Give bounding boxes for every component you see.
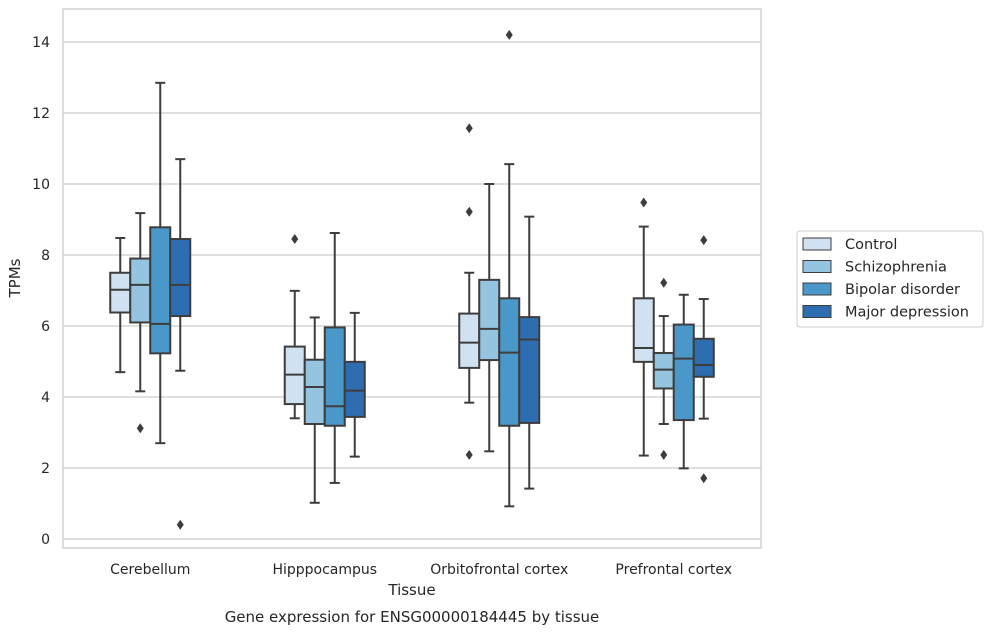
box-iqr (303, 358, 326, 425)
y-tick-label: 8 (41, 248, 50, 264)
legend: Control Schizophrenia Bipolar disorder Majo… (796, 230, 984, 328)
legend-swatch (802, 237, 832, 251)
outlier-point (660, 277, 668, 288)
box-iqr (518, 316, 541, 424)
y-tick-label: 12 (32, 106, 50, 122)
outlier-point (465, 123, 473, 134)
outlier-point (700, 473, 708, 484)
box-plot (169, 158, 192, 530)
box-plot (518, 215, 541, 490)
box-iqr (478, 278, 501, 362)
x-tick-label: Hipppocampus (272, 562, 377, 578)
legend-label: Major depression (845, 305, 969, 321)
chart-caption: Gene expression for ENSG00000184445 by t… (225, 608, 600, 626)
y-tick-label: 14 (32, 35, 50, 51)
x-tick-label: Prefrontal cortex (615, 562, 732, 578)
box-plot (343, 311, 366, 458)
box-iqr (149, 226, 172, 355)
outlier-point (136, 423, 144, 434)
y-axis-label: TPMs (6, 258, 24, 298)
box-iqr (498, 297, 521, 427)
y-axis-ticks: 0 2 4 6 8 10 12 14 (32, 35, 50, 548)
box-iqr (343, 360, 366, 418)
box-iqr (632, 297, 655, 363)
legend-swatch (802, 305, 832, 318)
box-iqr (458, 312, 481, 369)
legend-swatch (802, 260, 832, 273)
box-iqr (323, 326, 346, 427)
outlier-point (291, 234, 299, 245)
box-plot (632, 197, 655, 457)
box-iqr (109, 271, 132, 314)
box-plot (652, 277, 675, 460)
y-tick-label: 4 (41, 390, 50, 406)
x-tick-label: Cerebellum (110, 562, 190, 578)
outlier-point (465, 449, 473, 460)
y-tick-label: 10 (32, 177, 50, 193)
outlier-point (660, 449, 668, 460)
box-iqr (169, 238, 192, 318)
box-plot (149, 81, 172, 445)
y-tick-label: 0 (41, 532, 50, 548)
box-plot (303, 316, 326, 504)
box-iqr (652, 351, 675, 390)
box-plot (672, 293, 695, 470)
box-groups (109, 29, 715, 530)
box-plot (478, 183, 501, 453)
box-iqr (129, 257, 152, 324)
box-iqr (692, 337, 715, 378)
legend-frame (796, 230, 984, 328)
legend-label: Schizophrenia (845, 260, 947, 276)
outlier-point (176, 519, 184, 530)
outlier-point (640, 197, 648, 208)
box-plot (458, 123, 481, 460)
x-axis-ticks: Cerebellum Hipppocampus Orbitofrontal cort… (110, 562, 732, 578)
box-plot (323, 231, 346, 484)
outlier-point (700, 235, 708, 246)
box-plot (109, 236, 132, 374)
x-tick-label: Orbitofrontal cortex (430, 562, 568, 578)
y-tick-label: 2 (41, 461, 50, 477)
outlier-point (465, 206, 473, 217)
legend-label: Bipolar disorder (845, 282, 960, 298)
box-plot (129, 212, 152, 434)
legend-swatch (802, 282, 832, 296)
box-plot (692, 235, 715, 484)
outlier-point (505, 29, 513, 40)
x-axis-label: Tissue (387, 581, 435, 599)
box-iqr (672, 323, 695, 422)
legend-label: Control (845, 237, 897, 253)
plot-area-frame (62, 8, 762, 549)
y-tick-label: 6 (41, 319, 50, 335)
